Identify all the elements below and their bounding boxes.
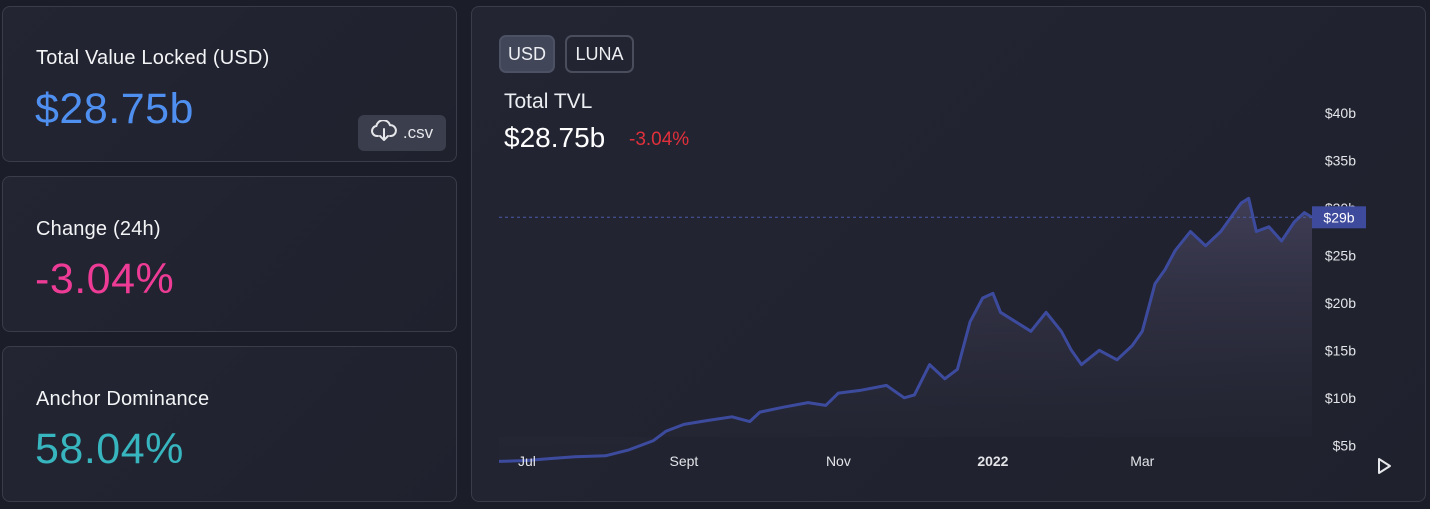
dominance-title: Anchor Dominance [36,388,210,410]
tvl-title: Total Value Locked (USD) [36,47,270,69]
x-tick-label: Mar [1130,453,1154,469]
luna-toggle[interactable]: LUNA [565,35,634,73]
y-tick-label: $35b [1325,152,1356,168]
tvl-value: $28.75b [35,85,194,133]
y-tick-label: $40b [1325,105,1356,121]
cloud-download-icon [370,118,397,147]
chart-change: -3.04% [629,129,690,150]
download-csv-label: .csv [402,123,434,142]
change-card: Change (24h) -3.04% [2,176,457,332]
chart-total-value: $28.75b [504,122,606,153]
tvl-area-chart[interactable]: $40b$35b$30b$25b$20b$15b$10b$5b JulSeptN… [472,7,1427,503]
chart-title: Total TVL [504,90,593,113]
tvl-chart-card: USD LUNA Total TVL $28.75b -3.04% $40b $3… [471,6,1426,502]
x-tick-label: 2022 [977,453,1008,469]
dominance-value: 58.04% [35,425,184,473]
tvl-series-line [498,196,1313,463]
tvl-card: Total Value Locked (USD) $28.75b .csv [2,6,457,162]
y-tick-label: $25b [1325,247,1356,263]
download-csv-button[interactable]: .csv [358,115,446,151]
y-tick-label: $15b [1325,342,1356,358]
change-title: Change (24h) [36,218,161,240]
tvl-area-fill [499,198,1312,462]
x-tick-label: Sept [669,453,698,469]
change-value: -3.04% [35,255,175,303]
y-tick-label: $20b [1325,295,1356,311]
y-tick-label: $5b [1333,437,1357,453]
current-value-label: $29b [1323,209,1354,225]
usd-toggle[interactable]: USD [499,35,555,73]
x-tick-label: Nov [826,453,851,469]
dominance-card: Anchor Dominance 58.04% [2,346,457,502]
x-tick-label: Jul [518,453,536,469]
current-value-tag [1312,206,1366,229]
play-icon[interactable] [1373,455,1395,477]
y-tick-label: $10b [1325,390,1356,406]
